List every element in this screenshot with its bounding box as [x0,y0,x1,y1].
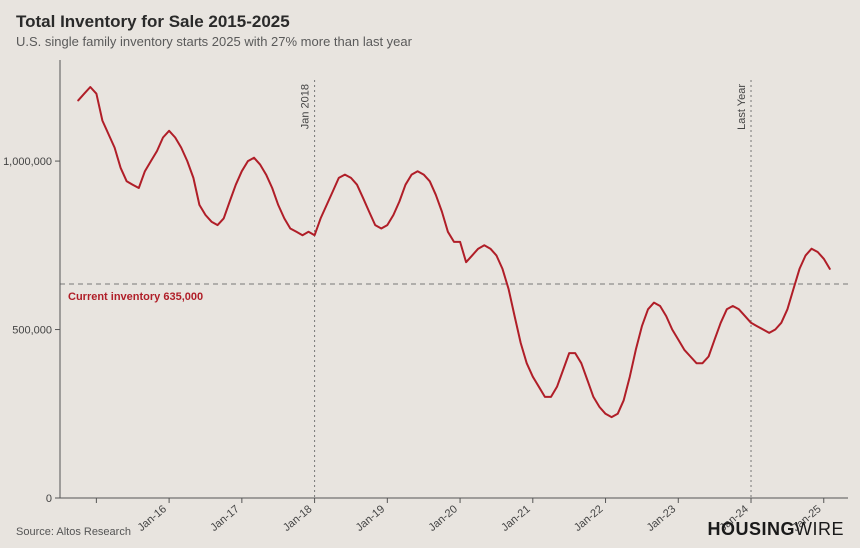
svg-text:0: 0 [46,493,52,505]
svg-text:Jan-17: Jan-17 [208,503,241,534]
brand-text-bold: HOUSING [707,519,795,539]
svg-text:Current inventory 635,000: Current inventory 635,000 [68,291,203,303]
svg-text:Jan-18: Jan-18 [281,503,314,534]
svg-text:Last Year: Last Year [736,84,748,130]
inventory-line-chart: Current inventory 635,000 Jan 2018 Last Ye… [0,0,860,548]
brand-text-light: WIRE [795,519,844,539]
chart-source: Source: Altos Research [16,526,131,538]
svg-text:Jan-23: Jan-23 [645,503,678,534]
svg-text:Jan-19: Jan-19 [354,503,387,534]
svg-text:Jan-22: Jan-22 [572,503,605,534]
svg-text:Jan-20: Jan-20 [427,503,460,534]
svg-text:Jan 2018: Jan 2018 [300,84,312,129]
svg-text:1,000,000: 1,000,000 [3,156,52,168]
svg-text:Jan-16: Jan-16 [136,503,169,534]
svg-text:500,000: 500,000 [12,325,52,337]
svg-text:Jan-21: Jan-21 [499,503,532,534]
brand-logo: HOUSINGWIRE [707,519,844,540]
